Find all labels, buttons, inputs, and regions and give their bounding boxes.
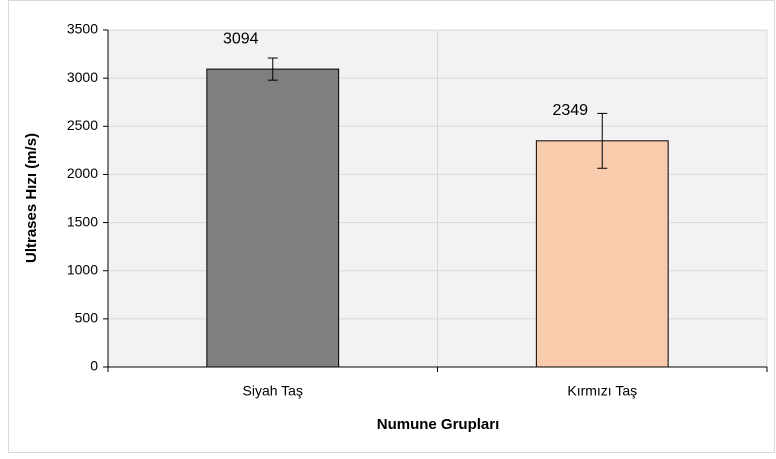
y-tick-label: 3500 xyxy=(67,21,98,37)
y-tick-label: 2000 xyxy=(67,165,98,181)
y-tick-label: 1000 xyxy=(67,261,98,277)
bar xyxy=(206,68,340,368)
y-tick-label: 2500 xyxy=(67,117,98,133)
bar xyxy=(535,140,669,368)
y-tick-label: 1500 xyxy=(67,213,98,229)
x-tick-label: Kırmızı Taş xyxy=(567,383,637,399)
x-tick-label: Siyah Taş xyxy=(243,383,303,399)
data-label: 3094 xyxy=(223,30,259,47)
y-tick-label: 3000 xyxy=(67,69,98,85)
x-axis-label: Numune Grupları xyxy=(377,416,500,433)
y-axis-label: Ultrases Hızı (m/s) xyxy=(23,133,40,263)
data-label: 2349 xyxy=(552,102,588,119)
y-tick-label: 0 xyxy=(90,358,98,374)
y-tick-label: 500 xyxy=(75,310,99,326)
